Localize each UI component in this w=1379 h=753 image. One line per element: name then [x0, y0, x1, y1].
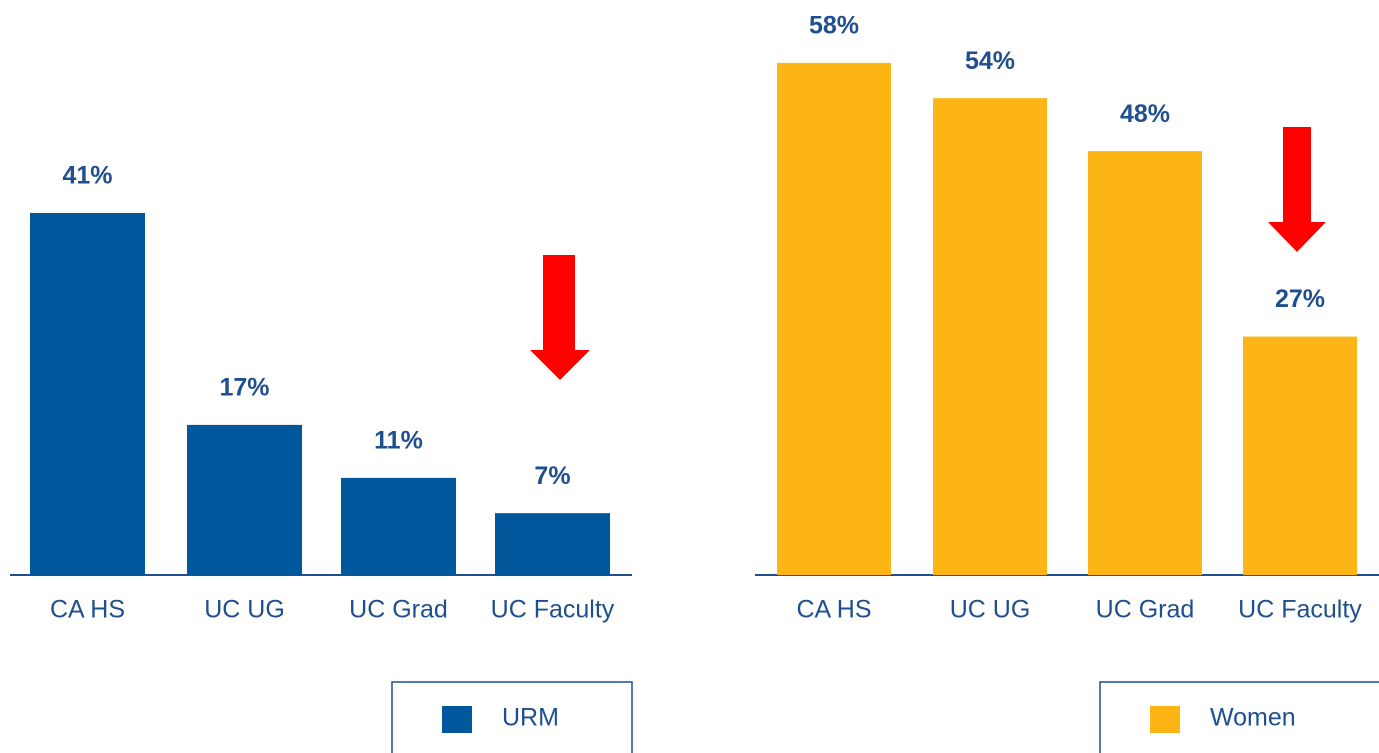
- bar: [1088, 151, 1202, 575]
- value-label: 27%: [1275, 285, 1325, 313]
- bar: [495, 513, 610, 575]
- x-tick-label: UC Grad: [349, 596, 448, 624]
- x-tick-label: CA HS: [796, 596, 871, 624]
- bar: [30, 212, 145, 575]
- value-label: 17%: [219, 373, 269, 401]
- legend-label: URM: [502, 704, 559, 732]
- value-label: 48%: [1120, 100, 1170, 128]
- legend-box: [1099, 681, 1379, 753]
- value-label: 11%: [374, 426, 423, 454]
- arrow: [1268, 127, 1326, 252]
- legend-swatch: [442, 706, 472, 733]
- x-tick-label: UC UG: [950, 596, 1031, 624]
- bar: [933, 98, 1047, 576]
- x-tick-label: UC Grad: [1096, 596, 1195, 624]
- x-tick-label: UC Faculty: [1238, 596, 1362, 624]
- bar: [341, 477, 456, 575]
- value-label: 7%: [534, 462, 570, 490]
- bar: [187, 424, 302, 575]
- value-label: 41%: [62, 162, 112, 190]
- bar: [1243, 336, 1357, 575]
- legend-box: [391, 681, 633, 753]
- x-tick-label: CA HS: [50, 596, 125, 624]
- value-label: 58%: [809, 11, 859, 39]
- legend-swatch: [1150, 706, 1180, 733]
- arrow: [530, 255, 590, 380]
- x-tick-label: UC UG: [204, 596, 285, 624]
- x-tick-label: UC Faculty: [491, 596, 615, 624]
- value-label: 54%: [965, 47, 1015, 75]
- bar: [777, 62, 891, 576]
- legend-label: Women: [1210, 704, 1296, 732]
